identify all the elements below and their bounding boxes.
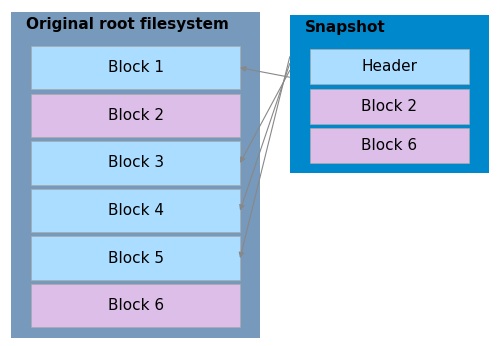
FancyBboxPatch shape <box>12 12 260 338</box>
FancyBboxPatch shape <box>31 236 240 280</box>
FancyBboxPatch shape <box>31 189 240 232</box>
FancyBboxPatch shape <box>31 46 240 90</box>
Text: Original root filesystem: Original root filesystem <box>26 17 229 32</box>
Text: Block 6: Block 6 <box>108 298 164 313</box>
Text: Block 1: Block 1 <box>108 60 164 75</box>
Text: Block 5: Block 5 <box>108 251 164 266</box>
Text: Block 2: Block 2 <box>361 99 417 113</box>
FancyBboxPatch shape <box>290 15 488 173</box>
Text: Block 3: Block 3 <box>108 155 164 171</box>
Text: Block 2: Block 2 <box>108 108 164 123</box>
FancyBboxPatch shape <box>31 284 240 327</box>
FancyBboxPatch shape <box>310 49 469 84</box>
Text: Block 4: Block 4 <box>108 203 164 218</box>
Text: Header: Header <box>361 60 417 74</box>
FancyBboxPatch shape <box>310 89 469 124</box>
Text: Snapshot: Snapshot <box>304 20 386 35</box>
FancyBboxPatch shape <box>310 128 469 163</box>
FancyBboxPatch shape <box>31 94 240 137</box>
FancyBboxPatch shape <box>31 141 240 185</box>
Text: Block 6: Block 6 <box>361 138 418 153</box>
